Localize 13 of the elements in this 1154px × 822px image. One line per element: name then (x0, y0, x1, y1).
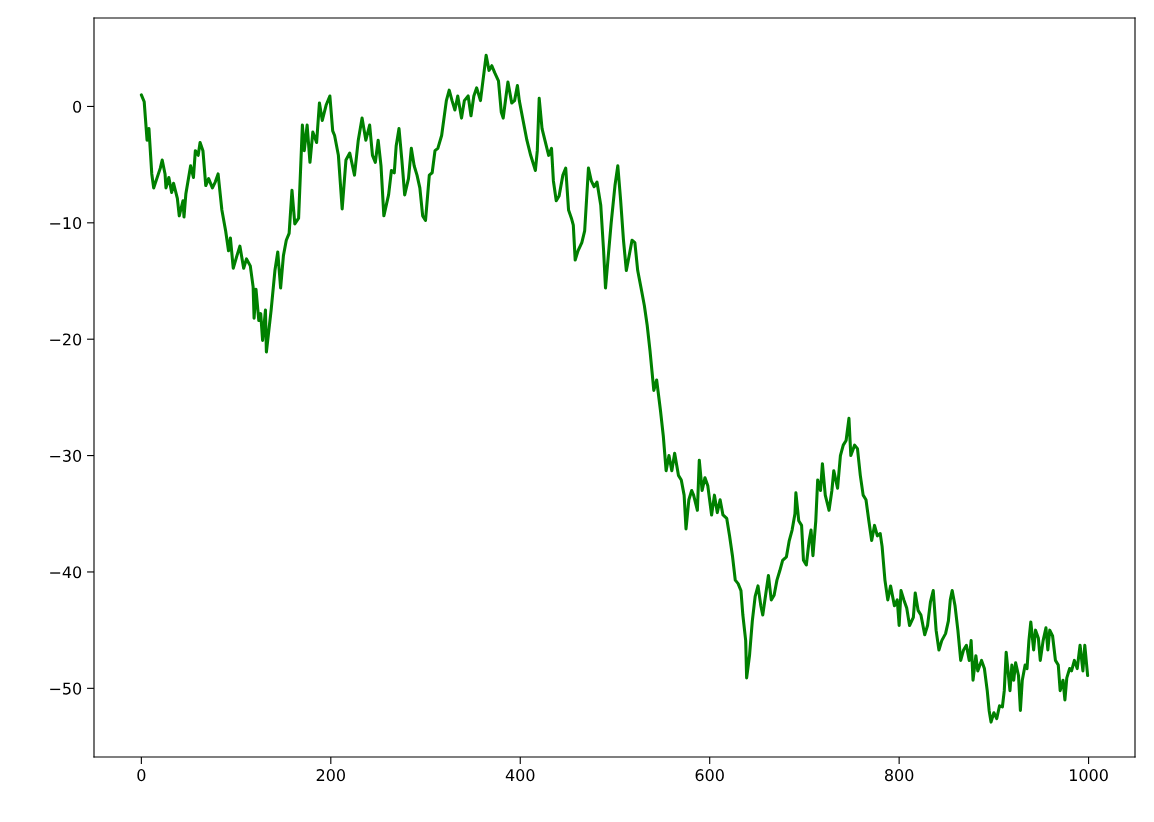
x-tick-label: 1000 (1070, 769, 1108, 782)
y-tick-label: −50 (50, 682, 82, 695)
y-tick-label: −10 (50, 217, 82, 230)
y-tick-label: −20 (50, 333, 82, 346)
x-tick-label: 0 (137, 769, 146, 782)
y-tick-label: 0 (73, 100, 82, 113)
x-tick-label: 600 (695, 769, 724, 782)
x-tick-label: 200 (316, 769, 345, 782)
y-tick-label: −30 (50, 449, 82, 462)
y-tick-label: −40 (50, 566, 82, 579)
x-tick-label: 800 (884, 769, 914, 782)
x-tick-label: 400 (505, 769, 535, 782)
line-series (139, 53, 1090, 724)
